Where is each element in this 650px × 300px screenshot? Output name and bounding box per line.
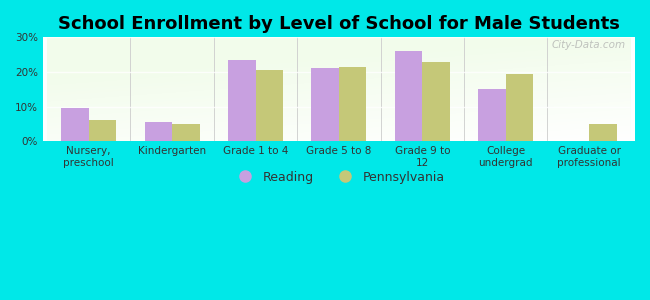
Legend: Reading, Pennsylvania: Reading, Pennsylvania — [228, 166, 450, 189]
Bar — [144, 122, 172, 141]
Bar — [395, 51, 423, 141]
Bar — [478, 89, 506, 141]
Bar — [61, 108, 89, 141]
Bar — [339, 67, 367, 141]
Bar — [422, 61, 450, 141]
Bar — [255, 70, 283, 141]
Bar — [228, 60, 255, 141]
Title: School Enrollment by Level of School for Male Students: School Enrollment by Level of School for… — [58, 15, 620, 33]
Bar — [589, 124, 617, 141]
Bar — [172, 124, 200, 141]
Bar — [506, 74, 533, 141]
Bar — [89, 120, 116, 141]
Bar — [311, 68, 339, 141]
Text: City-Data.com: City-Data.com — [552, 40, 626, 50]
